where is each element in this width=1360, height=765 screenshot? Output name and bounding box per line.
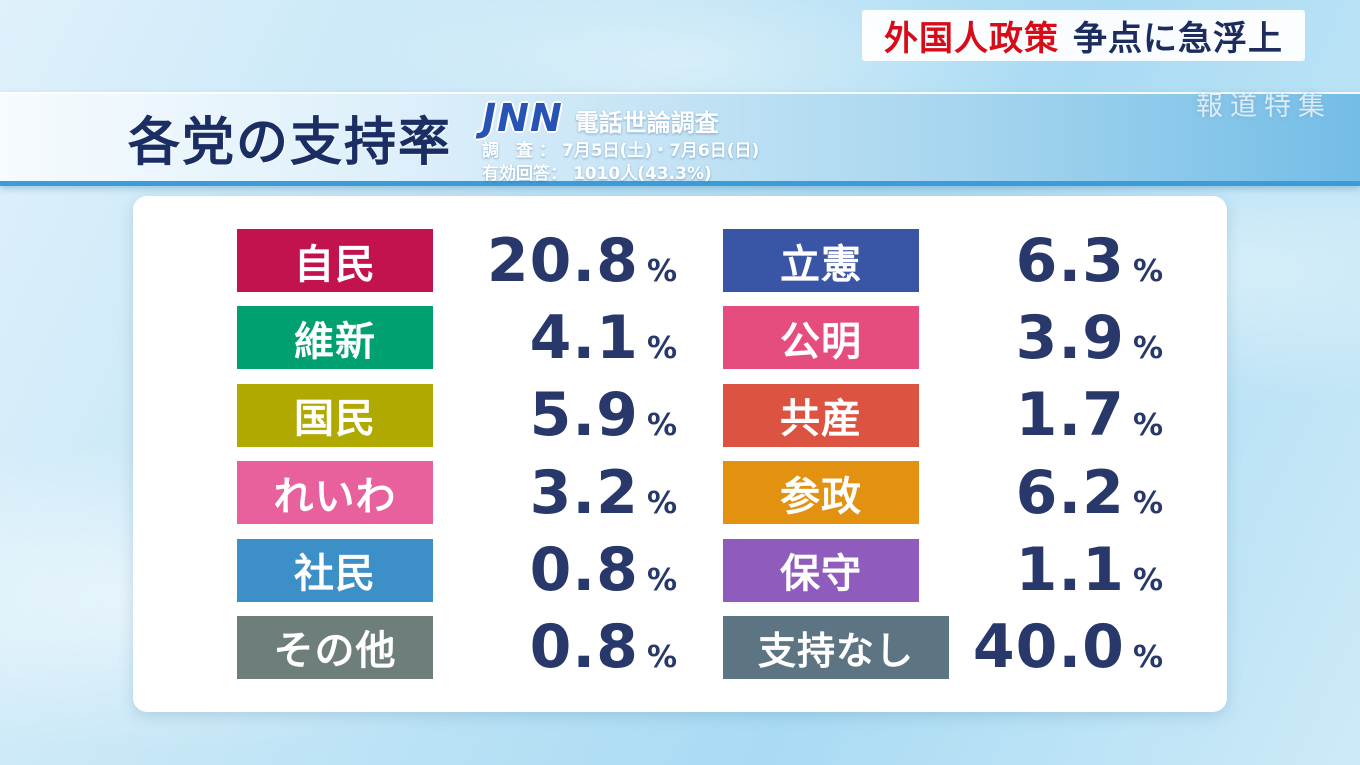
party-value: 0.8 — [529, 612, 639, 683]
party-name: れいわ — [273, 473, 397, 520]
party-value: 20.8 — [486, 225, 639, 296]
party-label-box: その他 — [237, 615, 433, 679]
party-value: 6.3 — [1015, 225, 1125, 296]
party-value-wrap: 3.9 % — [919, 303, 1163, 373]
party-value-wrap: 3.2 % — [433, 458, 677, 528]
party-row: 共産 1.7 % — [723, 380, 1163, 450]
party-row: 保守 1.1 % — [723, 535, 1163, 605]
party-value-wrap: 4.1 % — [433, 303, 677, 373]
party-name: 保守 — [780, 551, 862, 598]
party-value-wrap: 6.2 % — [919, 458, 1163, 528]
party-name: 維新 — [294, 318, 376, 365]
party-value: 4.1 — [529, 302, 639, 373]
party-value-wrap: 20.8 % — [433, 226, 677, 296]
party-row: 自民 20.8 % — [237, 226, 677, 296]
headline-text: 争点に急浮上 — [1073, 19, 1283, 59]
party-label-box: 立憲 — [723, 229, 919, 292]
party-label-box: 支持なし — [723, 615, 949, 679]
party-row: 参政 6.2 % — [723, 458, 1163, 528]
percent-unit: % — [1132, 253, 1163, 289]
party-value-wrap: 1.1 % — [919, 535, 1163, 605]
party-row: その他 0.8 % — [237, 612, 677, 682]
header-bar: 各党の支持率 JNN 電話世論調査 調 査 ： 7月5日(土)・7月6日(日) … — [0, 92, 1360, 186]
poll-column-left: 自民 20.8 % 維新 4.1 % 国民 5.9 % れいわ 3.2 % — [237, 226, 677, 682]
survey-date-label: 調 査 ： — [482, 140, 556, 161]
poll-column-right: 立憲 6.3 % 公明 3.9 % 共産 1.7 % 参政 6.2 % — [723, 226, 1163, 682]
percent-unit: % — [1132, 408, 1163, 444]
percent-unit: % — [646, 485, 677, 521]
party-name: その他 — [273, 628, 397, 675]
percent-unit: % — [646, 253, 677, 289]
party-value-wrap: 6.3 % — [919, 226, 1163, 296]
percent-unit: % — [646, 330, 677, 366]
party-value-wrap: 5.9 % — [433, 380, 677, 450]
party-row: 維新 4.1 % — [237, 303, 677, 373]
party-value-wrap: 1.7 % — [919, 380, 1163, 450]
response-value: 1010人(43.3%) — [572, 163, 712, 184]
party-name: 共産 — [780, 396, 862, 443]
poll-results-panel: 自民 20.8 % 維新 4.1 % 国民 5.9 % れいわ 3.2 % — [133, 196, 1227, 712]
party-value-wrap: 0.8 % — [433, 535, 677, 605]
party-value: 1.7 — [1015, 380, 1125, 451]
party-value: 1.1 — [1015, 535, 1125, 606]
percent-unit: % — [1132, 330, 1163, 366]
party-name: 社民 — [294, 551, 376, 598]
percent-unit: % — [646, 640, 677, 676]
percent-unit: % — [646, 563, 677, 599]
party-name: 国民 — [294, 396, 376, 443]
party-label-box: 維新 — [237, 306, 433, 370]
percent-unit: % — [646, 408, 677, 444]
party-row: 支持なし 40.0 % — [723, 612, 1163, 682]
party-label-box: 公明 — [723, 306, 919, 370]
broadcast-watermark: 報道特集 — [1196, 91, 1332, 122]
party-value-wrap: 0.8 % — [433, 612, 677, 682]
party-value: 40.0 — [972, 612, 1125, 683]
percent-unit: % — [1132, 485, 1163, 521]
jnn-logo: JNN — [482, 95, 563, 140]
party-name: 自民 — [294, 241, 376, 288]
headline-topic: 外国人政策 — [884, 19, 1059, 59]
party-value: 3.2 — [529, 457, 639, 528]
page-title: 各党の支持率 — [128, 113, 453, 173]
percent-unit: % — [1132, 563, 1163, 599]
survey-date-value: 7月5日(土)・7月6日(日) — [561, 140, 760, 161]
party-value: 0.8 — [529, 535, 639, 606]
party-label-box: 参政 — [723, 461, 919, 525]
party-value-wrap: 40.0 % — [949, 612, 1163, 682]
party-label-box: 共産 — [723, 383, 919, 447]
party-name: 支持なし — [757, 628, 914, 673]
headline-banner: 外国人政策 争点に急浮上 — [862, 10, 1305, 61]
response-label: 有効回答： — [482, 163, 568, 184]
survey-response-line: 有効回答： 1010人(43.3%) — [482, 163, 759, 186]
party-label-box: れいわ — [237, 461, 433, 525]
party-label-box: 保守 — [723, 538, 919, 602]
party-label-box: 社民 — [237, 538, 433, 602]
party-row: 社民 0.8 % — [237, 535, 677, 605]
party-value: 3.9 — [1015, 302, 1125, 373]
survey-type-label: 電話世論調査 — [574, 108, 719, 137]
percent-unit: % — [1132, 640, 1163, 676]
survey-logo-row: JNN 電話世論調査 — [482, 96, 759, 140]
party-row: 立憲 6.3 % — [723, 226, 1163, 296]
survey-date-line: 調 査 ： 7月5日(土)・7月6日(日) — [482, 140, 759, 163]
party-name: 参政 — [780, 473, 862, 520]
party-row: 公明 3.9 % — [723, 303, 1163, 373]
party-label-box: 国民 — [237, 383, 433, 447]
survey-info: JNN 電話世論調査 調 査 ： 7月5日(土)・7月6日(日) 有効回答： 1… — [482, 90, 759, 186]
party-name: 公明 — [780, 318, 862, 365]
party-value: 5.9 — [529, 380, 639, 451]
party-row: 国民 5.9 % — [237, 380, 677, 450]
party-name: 立憲 — [780, 241, 862, 288]
party-label-box: 自民 — [237, 229, 433, 292]
party-value: 6.2 — [1015, 457, 1125, 528]
party-row: れいわ 3.2 % — [237, 458, 677, 528]
